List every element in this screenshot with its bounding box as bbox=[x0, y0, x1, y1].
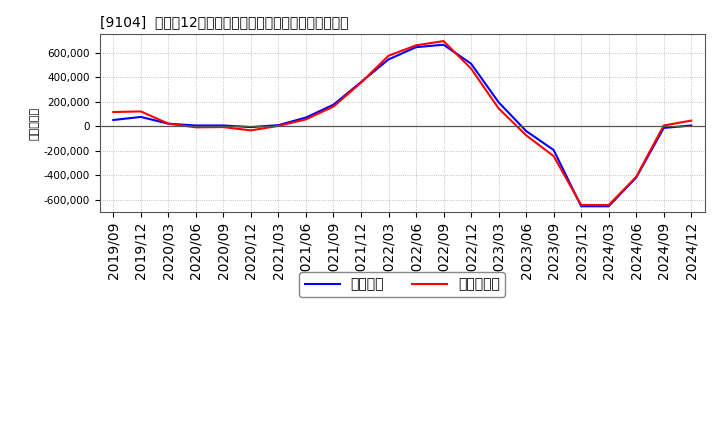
経常利益 bbox=[439, 42, 448, 48]
当期純利益 bbox=[522, 132, 531, 138]
当期純利益 bbox=[164, 121, 173, 126]
経常利益 bbox=[356, 79, 365, 84]
当期純利益 bbox=[329, 104, 338, 109]
Legend: 経常利益, 当期純利益: 経常利益, 当期純利益 bbox=[300, 272, 505, 297]
経常利益 bbox=[577, 204, 585, 209]
経常利益 bbox=[219, 123, 228, 128]
当期純利益 bbox=[577, 202, 585, 208]
当期純利益 bbox=[274, 123, 283, 128]
当期純利益 bbox=[439, 38, 448, 44]
経常利益 bbox=[687, 123, 696, 128]
当期純利益 bbox=[660, 123, 668, 128]
経常利益 bbox=[164, 121, 173, 126]
経常利益 bbox=[549, 147, 558, 153]
当期純利益 bbox=[494, 106, 503, 111]
Y-axis label: （百万円）: （百万円） bbox=[30, 106, 40, 139]
経常利益 bbox=[604, 204, 613, 209]
経常利益 bbox=[494, 99, 503, 105]
当期純利益 bbox=[549, 154, 558, 159]
経常利益 bbox=[660, 125, 668, 131]
当期純利益 bbox=[219, 125, 228, 130]
当期純利益 bbox=[302, 117, 310, 122]
当期純利益 bbox=[687, 118, 696, 123]
当期純利益 bbox=[384, 53, 393, 59]
当期純利益 bbox=[137, 109, 145, 114]
経常利益 bbox=[302, 115, 310, 120]
当期純利益 bbox=[467, 66, 475, 71]
Line: 経常利益: 経常利益 bbox=[113, 45, 691, 206]
経常利益 bbox=[109, 117, 117, 123]
経常利益 bbox=[632, 175, 641, 180]
当期純利益 bbox=[632, 174, 641, 180]
経常利益 bbox=[192, 123, 200, 128]
当期純利益 bbox=[412, 43, 420, 48]
経常利益 bbox=[246, 125, 255, 130]
経常利益 bbox=[329, 102, 338, 107]
当期純利益 bbox=[356, 80, 365, 85]
Line: 当期純利益: 当期純利益 bbox=[113, 41, 691, 205]
経常利益 bbox=[274, 122, 283, 128]
経常利益 bbox=[384, 57, 393, 62]
経常利益 bbox=[412, 44, 420, 50]
経常利益 bbox=[137, 114, 145, 120]
当期純利益 bbox=[192, 125, 200, 130]
経常利益 bbox=[522, 128, 531, 134]
当期純利益 bbox=[604, 202, 613, 208]
経常利益 bbox=[467, 61, 475, 66]
Text: [9104]  利益だ12か月移動合計の対前年同期増減額の推移: [9104] 利益だ12か月移動合計の対前年同期増減額の推移 bbox=[99, 15, 348, 29]
当期純利益 bbox=[109, 110, 117, 115]
当期純利益 bbox=[246, 128, 255, 133]
